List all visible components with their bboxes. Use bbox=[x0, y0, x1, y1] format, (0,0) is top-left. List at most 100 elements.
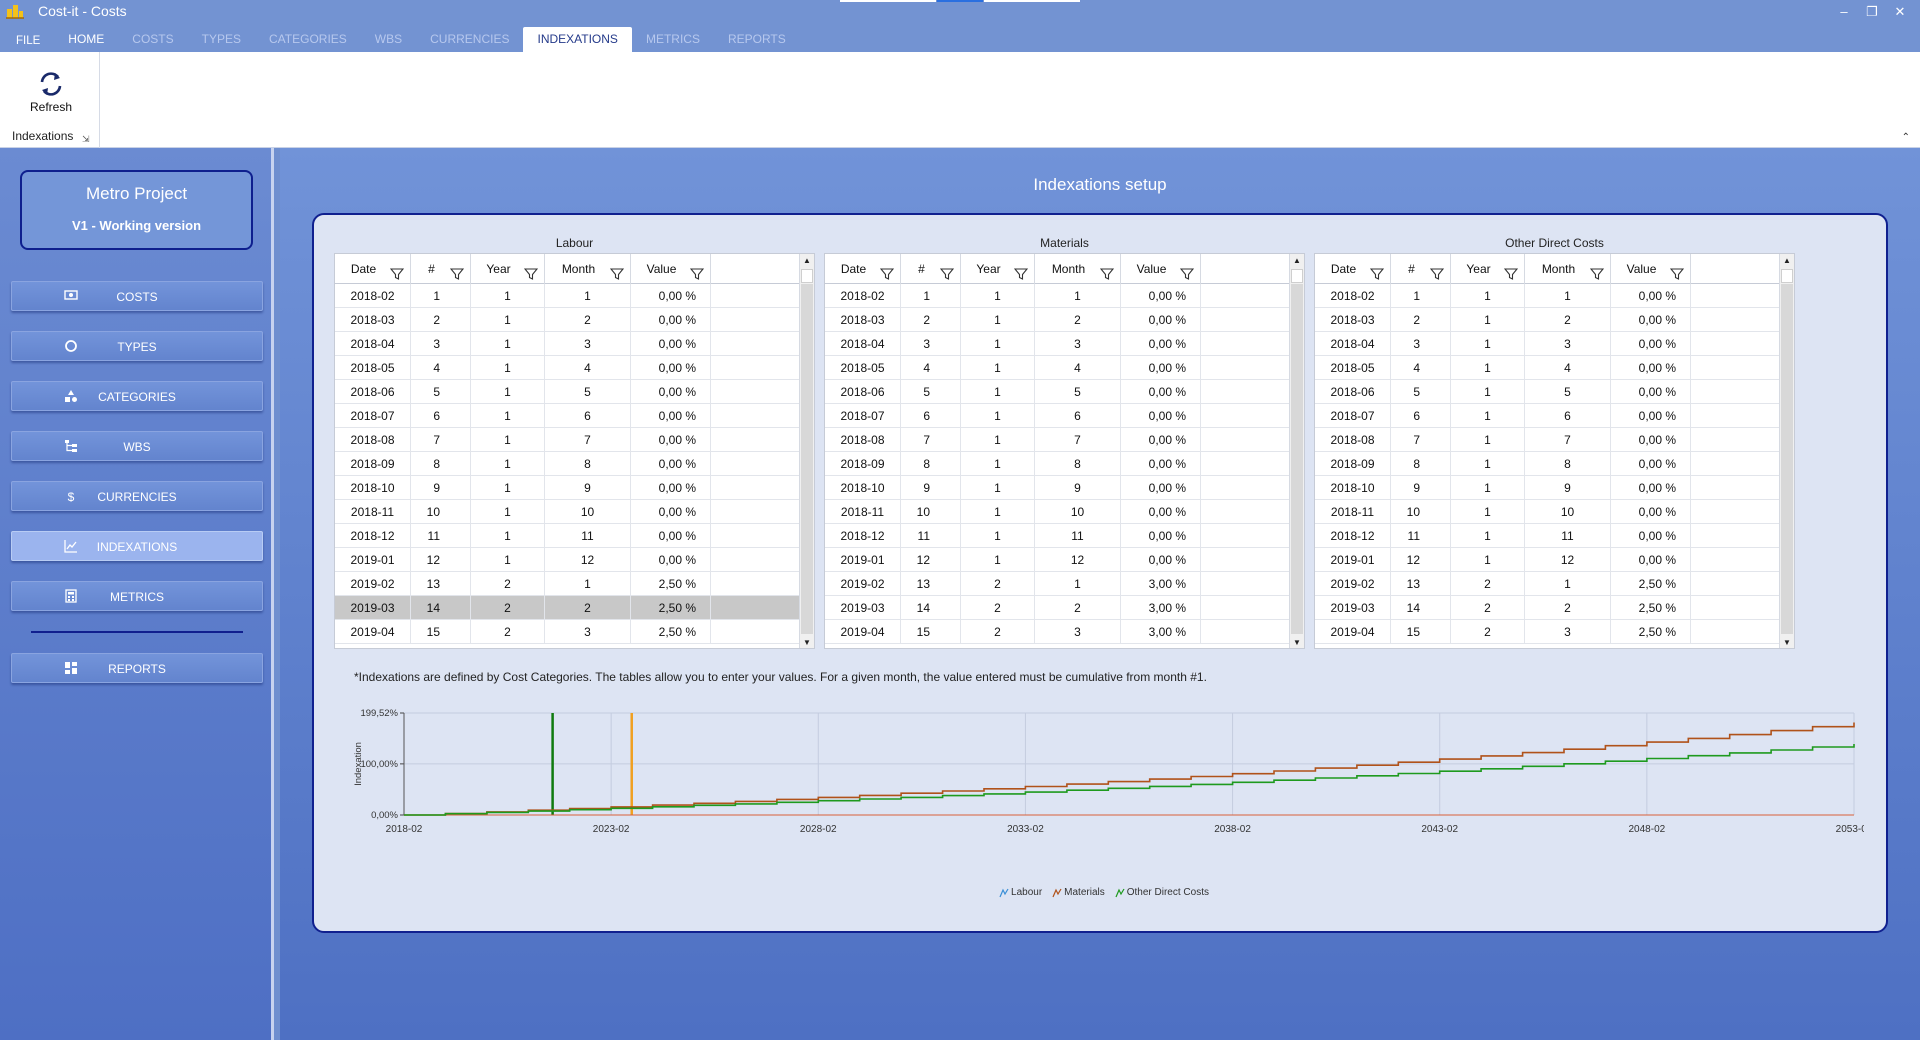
table-row[interactable]: 2018-03 2 1 2 0,00 % bbox=[825, 308, 1291, 332]
scroll-track[interactable] bbox=[1291, 284, 1303, 634]
scroll-thumb[interactable] bbox=[801, 269, 813, 283]
table-row[interactable]: 2018-10 9 1 9 0,00 % bbox=[335, 476, 801, 500]
table-cell[interactable]: 2019-01 bbox=[1315, 548, 1391, 572]
table-cell[interactable]: 0,00 % bbox=[1611, 356, 1691, 380]
table-cell[interactable]: 2 bbox=[961, 620, 1035, 644]
table-row[interactable]: 2018-07 6 1 6 0,00 % bbox=[1315, 404, 1781, 428]
table-cell[interactable]: 1 bbox=[1451, 548, 1525, 572]
table-row[interactable]: 2018-05 4 1 4 0,00 % bbox=[825, 356, 1291, 380]
table-cell[interactable]: 2018-04 bbox=[825, 332, 901, 356]
table-cell[interactable]: 0,00 % bbox=[631, 308, 711, 332]
group-launcher-icon[interactable]: ⇲ bbox=[82, 134, 90, 144]
table-row[interactable]: 2018-08 7 1 7 0,00 % bbox=[825, 428, 1291, 452]
table-cell[interactable]: 12 bbox=[411, 548, 471, 572]
table-cell[interactable]: 1 bbox=[471, 500, 545, 524]
table-cell[interactable]: 1 bbox=[1451, 524, 1525, 548]
refresh-button[interactable]: Refresh bbox=[16, 70, 86, 118]
table-row[interactable]: 2018-06 5 1 5 0,00 % bbox=[1315, 380, 1781, 404]
table-cell[interactable]: 1 bbox=[471, 356, 545, 380]
table-cell[interactable]: 3 bbox=[545, 620, 631, 644]
menu-costs[interactable]: COSTS bbox=[132, 32, 174, 46]
table-cell[interactable]: 3 bbox=[1525, 332, 1611, 356]
table-cell[interactable]: 2018-11 bbox=[825, 500, 901, 524]
column-header[interactable]: Value bbox=[631, 254, 711, 284]
table-row[interactable]: 2019-02 13 2 1 2,50 % bbox=[1315, 572, 1781, 596]
table-cell[interactable]: 1 bbox=[471, 380, 545, 404]
table-cell[interactable]: 2018-09 bbox=[1315, 452, 1391, 476]
menu-currencies[interactable]: CURRENCIES bbox=[430, 32, 510, 46]
table-cell[interactable]: 1 bbox=[471, 476, 545, 500]
table-row[interactable]: 2018-12 11 1 11 0,00 % bbox=[1315, 524, 1781, 548]
table-cell[interactable]: 2018-08 bbox=[1315, 428, 1391, 452]
table-cell[interactable]: 2 bbox=[471, 620, 545, 644]
column-header[interactable]: # bbox=[901, 254, 961, 284]
vertical-scrollbar[interactable]: ▲ ▼ bbox=[1289, 254, 1304, 648]
table-cell[interactable]: 2019-03 bbox=[1315, 596, 1391, 620]
table-cell[interactable]: 1 bbox=[961, 284, 1035, 308]
table-cell[interactable]: 2 bbox=[545, 596, 631, 620]
scroll-track[interactable] bbox=[801, 284, 813, 634]
table-cell[interactable]: 1 bbox=[1035, 572, 1121, 596]
table-cell[interactable]: 2,50 % bbox=[1611, 572, 1691, 596]
scroll-down-icon[interactable]: ▼ bbox=[803, 638, 811, 647]
table-cell[interactable]: 1 bbox=[1391, 284, 1451, 308]
table-row[interactable]: 2018-02 1 1 1 0,00 % bbox=[335, 284, 801, 308]
scroll-down-icon[interactable]: ▼ bbox=[1783, 638, 1791, 647]
table-cell[interactable]: 0,00 % bbox=[1121, 524, 1201, 548]
table-cell[interactable]: 1 bbox=[545, 284, 631, 308]
filter-icon[interactable] bbox=[1179, 262, 1195, 280]
table-cell[interactable]: 5 bbox=[545, 380, 631, 404]
sidebar-item-types[interactable]: TYPES bbox=[11, 331, 263, 361]
table-cell[interactable]: 4 bbox=[1525, 356, 1611, 380]
sidebar-item-currencies[interactable]: $ CURRENCIES bbox=[11, 481, 263, 511]
table-cell[interactable]: 1 bbox=[471, 452, 545, 476]
table-row[interactable]: 2019-03 14 2 2 2,50 % bbox=[335, 596, 801, 620]
table-cell[interactable]: 0,00 % bbox=[1611, 380, 1691, 404]
table-cell[interactable]: 0,00 % bbox=[1121, 404, 1201, 428]
column-header[interactable]: Date bbox=[1315, 254, 1391, 284]
sidebar-item-reports[interactable]: REPORTS bbox=[11, 653, 263, 683]
table-row[interactable]: 2018-04 3 1 3 0,00 % bbox=[825, 332, 1291, 356]
table-cell[interactable]: 1 bbox=[961, 452, 1035, 476]
table-cell[interactable]: 0,00 % bbox=[1611, 452, 1691, 476]
table-row[interactable]: 2018-07 6 1 6 0,00 % bbox=[825, 404, 1291, 428]
filter-icon[interactable] bbox=[389, 262, 405, 280]
table-cell[interactable]: 1 bbox=[471, 404, 545, 428]
table-cell[interactable]: 8 bbox=[1035, 452, 1121, 476]
table-row[interactable]: 2018-09 8 1 8 0,00 % bbox=[825, 452, 1291, 476]
table-cell[interactable]: 0,00 % bbox=[1611, 548, 1691, 572]
table-cell[interactable]: 2018-09 bbox=[335, 452, 411, 476]
menu-reports[interactable]: REPORTS bbox=[727, 32, 786, 46]
table-cell[interactable]: 10 bbox=[545, 500, 631, 524]
table-row[interactable]: 2018-02 1 1 1 0,00 % bbox=[825, 284, 1291, 308]
table-cell[interactable]: 2018-07 bbox=[1315, 404, 1391, 428]
table-cell[interactable]: 12 bbox=[901, 548, 961, 572]
filter-icon[interactable] bbox=[609, 262, 625, 280]
table-row[interactable]: 2019-04 15 2 3 2,50 % bbox=[335, 620, 801, 644]
column-header[interactable]: Month bbox=[1525, 254, 1611, 284]
table-cell[interactable]: 4 bbox=[1035, 356, 1121, 380]
table-cell[interactable]: 3 bbox=[545, 332, 631, 356]
restore-icon[interactable]: ❐ bbox=[1866, 4, 1878, 19]
table-row[interactable]: 2019-04 15 2 3 2,50 % bbox=[1315, 620, 1781, 644]
filter-icon[interactable] bbox=[1369, 262, 1385, 280]
table-cell[interactable]: 13 bbox=[901, 572, 961, 596]
column-header[interactable]: Month bbox=[545, 254, 631, 284]
legend-item[interactable]: Other Direct Costs bbox=[1115, 887, 1209, 898]
table-cell[interactable]: 2018-10 bbox=[825, 476, 901, 500]
table-cell[interactable]: 2 bbox=[1525, 308, 1611, 332]
table-cell[interactable]: 1 bbox=[961, 548, 1035, 572]
table-row[interactable]: 2018-11 10 1 10 0,00 % bbox=[335, 500, 801, 524]
scroll-up-icon[interactable]: ▲ bbox=[1783, 256, 1791, 265]
table-cell[interactable]: 1 bbox=[471, 332, 545, 356]
vertical-scrollbar[interactable]: ▲ ▼ bbox=[1779, 254, 1794, 648]
table-cell[interactable]: 6 bbox=[545, 404, 631, 428]
menu-categories[interactable]: CATEGORIES bbox=[269, 32, 347, 46]
table-cell[interactable]: 1 bbox=[901, 284, 961, 308]
filter-icon[interactable] bbox=[1589, 262, 1605, 280]
table-cell[interactable]: 2 bbox=[471, 596, 545, 620]
table-cell[interactable]: 0,00 % bbox=[631, 356, 711, 380]
table-cell[interactable]: 0,00 % bbox=[1611, 428, 1691, 452]
table-cell[interactable]: 2,50 % bbox=[631, 572, 711, 596]
table-cell[interactable]: 2 bbox=[1391, 308, 1451, 332]
